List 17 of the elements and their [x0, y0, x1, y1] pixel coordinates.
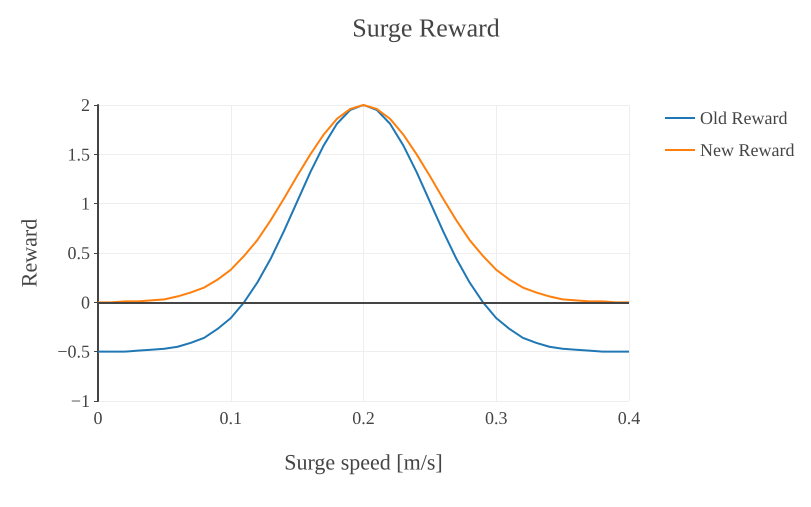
legend-label: Old Reward: [700, 108, 788, 128]
x-tick-label: 0: [94, 408, 102, 428]
chart-title: Surge Reward: [352, 14, 500, 42]
y-tick-label: 1: [81, 194, 90, 214]
y-tick-label: −1: [70, 391, 90, 411]
x-axis-title: Surge speed [m/s]: [284, 450, 443, 474]
x-tick-label: 0.3: [485, 408, 508, 428]
x-tick-label: 0.2: [352, 408, 375, 428]
y-tick-label: 2: [81, 95, 90, 115]
y-axis-title: Reward: [16, 218, 42, 288]
y-tick-label: 0: [81, 292, 90, 312]
y-tick-label: −0.5: [57, 342, 90, 362]
x-tick-label: 0.4: [618, 408, 640, 428]
x-tick-label: 0.1: [220, 408, 242, 428]
legend-label: New Reward: [700, 140, 794, 160]
y-tick-label: 0.5: [68, 243, 90, 263]
y-tick-label: 1.5: [68, 144, 90, 164]
